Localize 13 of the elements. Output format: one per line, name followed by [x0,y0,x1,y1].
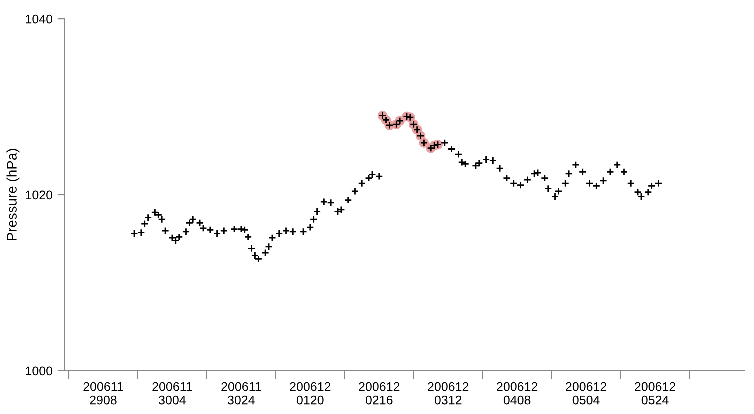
x-tick-label: 200612 0312 [428,382,469,405]
x-tick-label: 200611 3004 [152,382,192,405]
x-tick-label: 200612 0408 [497,382,538,405]
x-tick-label: 200612 0504 [566,382,607,405]
x-tick-label: 200611 3024 [222,382,262,405]
x-tick-label: 200612 0120 [290,382,331,405]
y-tick-label: 1040 [26,14,53,24]
y-tick-label: 1020 [26,190,53,200]
y-tick-label: 1000 [26,366,53,376]
y-axis-title: Pressure (hPa) [6,149,20,241]
x-tick-label: 200612 0216 [359,382,400,405]
x-tick-label: 200611 2908 [84,382,124,405]
x-tick-label: 200612 0524 [635,382,676,405]
